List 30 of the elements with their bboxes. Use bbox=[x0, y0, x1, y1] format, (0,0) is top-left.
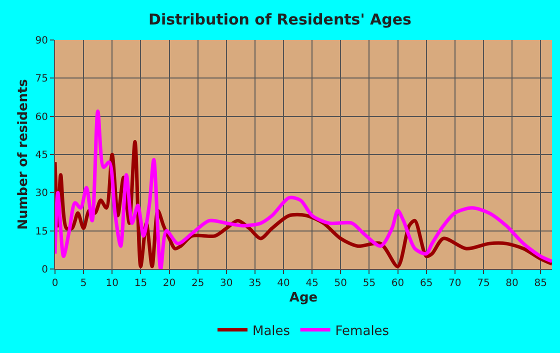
x-axis-title: Age bbox=[289, 290, 318, 306]
x-tick-label: 15 bbox=[134, 278, 148, 289]
x-tick-label: 40 bbox=[277, 278, 290, 289]
x-tick-label: 80 bbox=[506, 278, 518, 289]
y-tick-label: 75 bbox=[35, 74, 48, 85]
x-tick-label: 45 bbox=[306, 278, 318, 289]
x-tick-label: 75 bbox=[477, 278, 490, 289]
chart-title: Distribution of Residents' Ages bbox=[148, 10, 412, 29]
legend-label: Females bbox=[335, 324, 390, 339]
x-tick-label: 55 bbox=[362, 278, 376, 289]
x-tick-label: 60 bbox=[391, 278, 404, 289]
x-tick-label: 5 bbox=[80, 278, 87, 289]
x-tick-label: 0 bbox=[52, 278, 58, 289]
y-tick-label: 15 bbox=[35, 226, 48, 238]
x-tick-label: 10 bbox=[106, 278, 118, 289]
x-tick-label: 20 bbox=[162, 278, 176, 289]
y-tick-label: 60 bbox=[35, 112, 48, 123]
x-tick-label: 25 bbox=[191, 278, 204, 289]
x-tick-label: 35 bbox=[248, 278, 262, 289]
x-tick-label: 70 bbox=[448, 278, 462, 289]
x-tick-label: 50 bbox=[334, 278, 347, 289]
x-tick-label: 30 bbox=[220, 278, 233, 289]
x-tick-label: 65 bbox=[420, 278, 433, 289]
y-tick-label: 30 bbox=[35, 188, 48, 200]
y-tick-label: 45 bbox=[35, 150, 48, 161]
x-tick-label: 85 bbox=[534, 278, 547, 289]
legend-label: Males bbox=[252, 324, 290, 339]
y-tick-label: 90 bbox=[35, 36, 48, 46]
y-axis-title: Number of residents bbox=[16, 78, 32, 230]
y-tick-label: 0 bbox=[42, 264, 48, 276]
